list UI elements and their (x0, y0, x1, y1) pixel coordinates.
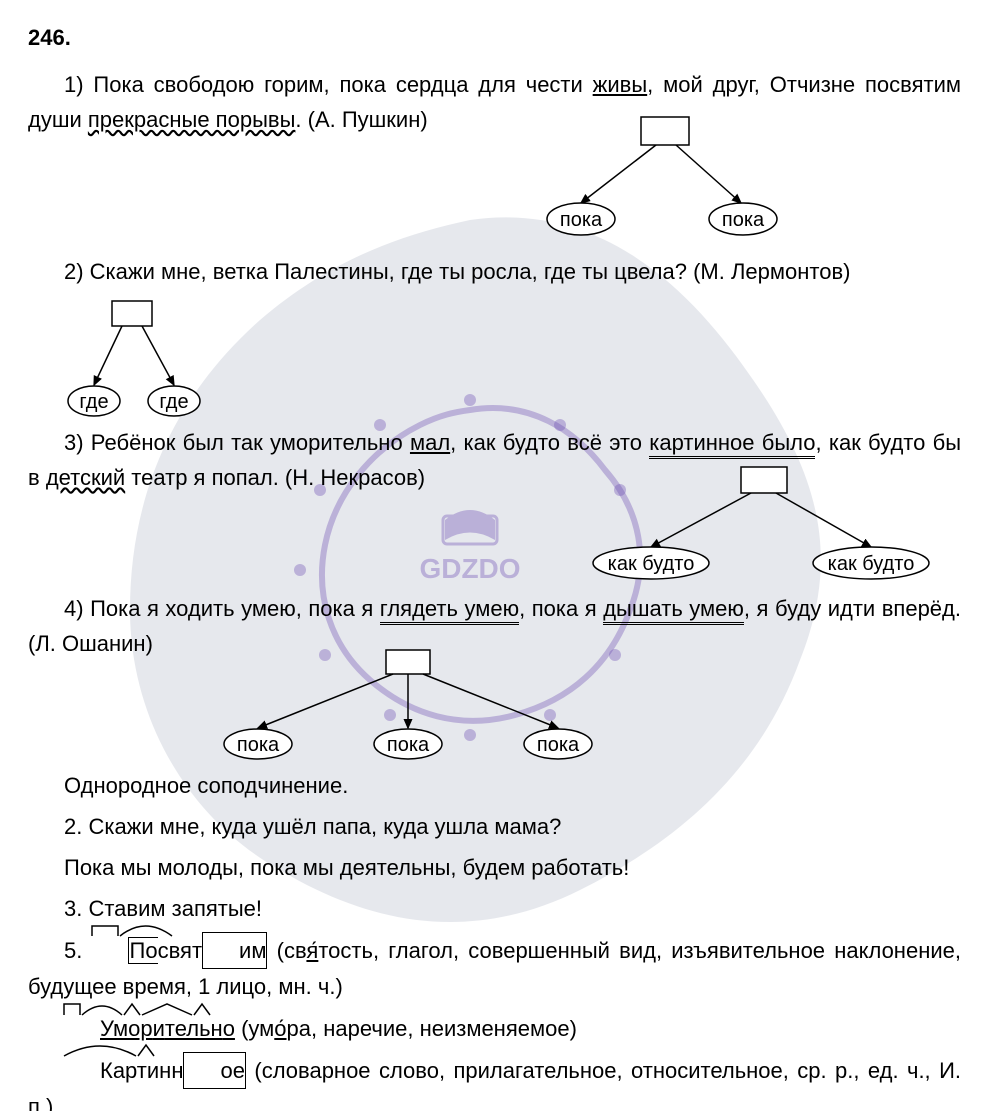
morph-u-word: Уморительно (100, 1016, 235, 1041)
morph-ending: им (202, 932, 267, 969)
umor-stress: о́ (274, 1016, 286, 1041)
line-2b: Пока мы молоды, пока мы деятельны, будем… (28, 850, 961, 885)
s1-pre: 1) Пока свободою горим, пока сердца для … (64, 72, 593, 97)
s3-u3: детский (46, 465, 125, 490)
diagram-2-box (112, 301, 152, 326)
umor-rest: (ум (235, 1016, 274, 1041)
morph-n: н (171, 1058, 183, 1083)
morph-posvyatim: Посвятим (92, 932, 268, 969)
diagram-2-label: где (159, 391, 188, 413)
line-5: 5. Посвятим (свя́тость, глагол, совершен… (28, 932, 961, 1004)
diagram-4-label: пока (387, 734, 430, 756)
diagram-4-label: пока (537, 734, 580, 756)
morph-root3: тельн (165, 1016, 223, 1041)
diagram-2-arrow (142, 326, 174, 385)
s4-mid1: , пока я (519, 596, 603, 621)
s4-u2: дышать умею (603, 596, 744, 625)
diagram-3-label: как будто (608, 553, 695, 575)
umor-rest2: ра, наречие, неизменяемое) (287, 1016, 577, 1041)
exercise-number: 246. (28, 20, 961, 55)
diagram-2-arrow (94, 326, 122, 385)
line-2a: 2. Скажи мне, куда ушёл папа, куда ушла … (28, 809, 961, 844)
s1-wavy: прекрасные порывы (88, 107, 296, 132)
morph-suf: о (223, 1016, 235, 1041)
line5-num: 5. (64, 938, 92, 963)
line5-rest: (св (267, 938, 306, 963)
diagram-3-svg: как будто как будто (571, 465, 941, 585)
diagram-3-box (741, 467, 787, 493)
morph-root: свят (158, 938, 202, 963)
diagram-2-svg: где где (64, 295, 264, 425)
diagram-3-arrow (776, 493, 871, 547)
s3-u2: картинное было (649, 430, 815, 459)
morph-prefix: По (128, 937, 158, 964)
diagram-1-box (641, 117, 689, 145)
diagram-4-arrow (423, 674, 558, 728)
line-homog: Однородное соподчинение. (28, 768, 961, 803)
morph-kartinnoe: Картинное (64, 1052, 246, 1089)
s1-tail: . (А. Пушкин) (295, 107, 427, 132)
diagram-4-arrow (258, 674, 393, 728)
item-3-wrap: 3) Ребёнок был так уморительно мал, как … (28, 425, 961, 495)
diagram-1-label: пока (722, 209, 765, 231)
diagram-1-svg: пока пока (521, 111, 821, 241)
diagram-1-arrow (676, 145, 741, 203)
s4-pre: 4) Пока я ходить умею, пока я (64, 596, 380, 621)
diagram-3: как будто как будто (571, 465, 941, 585)
s4-u1: глядеть умею (380, 596, 519, 625)
sentence-1: 1) Пока свободою горим, пока сердца для … (28, 67, 961, 137)
s3-u1: мал (410, 430, 450, 455)
diagram-4-svg: пока пока пока (188, 648, 628, 768)
diagram-4: пока пока пока (188, 648, 961, 768)
s1-u1: живы (593, 72, 648, 97)
s3-mid1: , как будто всё это (450, 430, 649, 455)
morph-root: Картин (100, 1058, 171, 1083)
diagram-2: где где (64, 295, 961, 425)
spacer (28, 144, 961, 254)
morph-root: мор (113, 1016, 153, 1041)
diagram-2-label: где (79, 391, 108, 413)
diagram-4-box (386, 650, 430, 674)
diagram-3-label: как будто (828, 553, 915, 575)
morph-prefix: У (100, 1016, 113, 1041)
diagram-1-label: пока (560, 209, 603, 231)
line-kart: Картинное (словарное слово, прилагательн… (28, 1052, 961, 1111)
diagram-3-arrow (651, 493, 751, 547)
morph-umoritelno: Уморительно (64, 1011, 235, 1046)
morph-root2: и (153, 1016, 165, 1041)
item-1-wrap: 1) Пока свободою горим, пока сердца для … (28, 67, 961, 137)
s3-pre: 3) Ребёнок был так уморительно (64, 430, 410, 455)
line5-stress: я́ (306, 938, 318, 963)
line-3: 3. Ставим запятые! (28, 891, 961, 926)
morph-ending: ое (183, 1052, 245, 1089)
diagram-1-arrow (581, 145, 656, 203)
sentence-2: 2) Скажи мне, ветка Палестины, где ты ро… (28, 254, 961, 289)
line-umor: Уморительно (умо́ра, наречие, неизменяем… (28, 1011, 961, 1046)
diagram-4-label: пока (237, 734, 280, 756)
s3-tail: театр я попал. (Н. Некрасов) (125, 465, 425, 490)
diagram-1: пока пока (521, 111, 821, 241)
page: 246. 1) Пока свободою горим, пока сердца… (0, 0, 989, 1111)
